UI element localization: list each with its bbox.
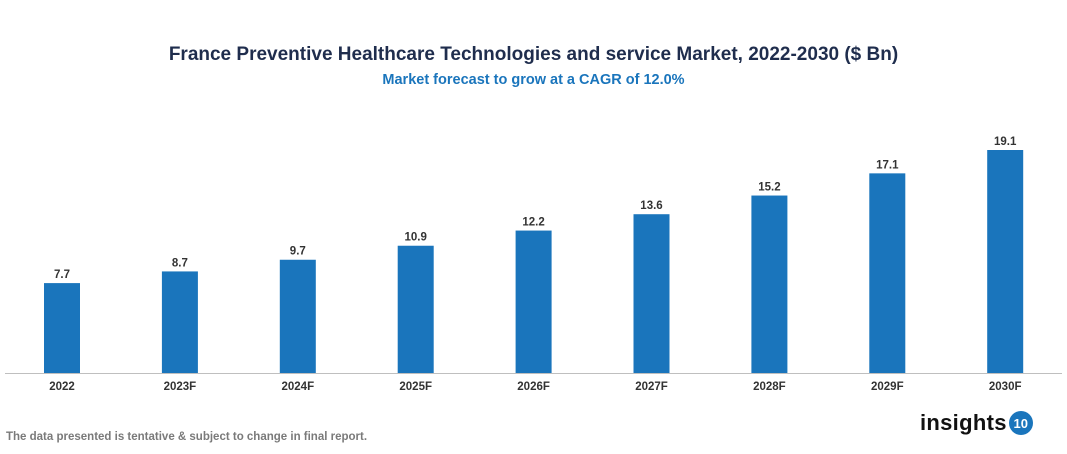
x-tick-label: 2024F [281, 381, 314, 393]
bar-2028F [751, 195, 788, 373]
x-tick-label: 2030F [989, 381, 1022, 393]
chart-title: France Preventive Healthcare Technologie… [168, 44, 899, 65]
data-label: 15.2 [758, 182, 780, 194]
x-tick-label: 2026F [517, 381, 550, 393]
data-label: 19.1 [994, 136, 1017, 148]
x-tick-label: 2025F [399, 381, 432, 393]
logo-badge: 10 [1008, 411, 1033, 435]
chart-subtitle: Market forecast to grow at a CAGR of 12.… [382, 72, 685, 88]
insights10-logo: insights 10 [920, 410, 1033, 436]
data-label: 17.1 [876, 159, 899, 171]
disclaimer-footer: The data presented is tentative & subjec… [6, 431, 368, 443]
logo-text: insights [920, 410, 1007, 435]
bar-2027F [633, 214, 670, 373]
data-label: 10.9 [405, 232, 427, 244]
bar-2026F [515, 230, 552, 373]
bar-2029F [869, 173, 906, 373]
x-tick-label: 2029F [871, 381, 904, 393]
data-label: 13.6 [640, 200, 662, 212]
bar-2025F [397, 245, 434, 373]
x-tick-label: 2022 [49, 381, 75, 393]
data-label: 12.2 [522, 217, 544, 229]
data-label: 8.7 [172, 257, 188, 269]
bar-2023F [161, 271, 198, 373]
x-tick-label: 2027F [635, 381, 668, 393]
bar-2030F [987, 150, 1024, 373]
data-label: 9.7 [290, 246, 306, 258]
x-tick-label: 2028F [753, 381, 786, 393]
bar-2022 [44, 283, 80, 373]
data-label: 7.7 [54, 269, 70, 281]
x-tick-label: 2023F [164, 381, 197, 393]
bar-2024F [279, 259, 316, 373]
